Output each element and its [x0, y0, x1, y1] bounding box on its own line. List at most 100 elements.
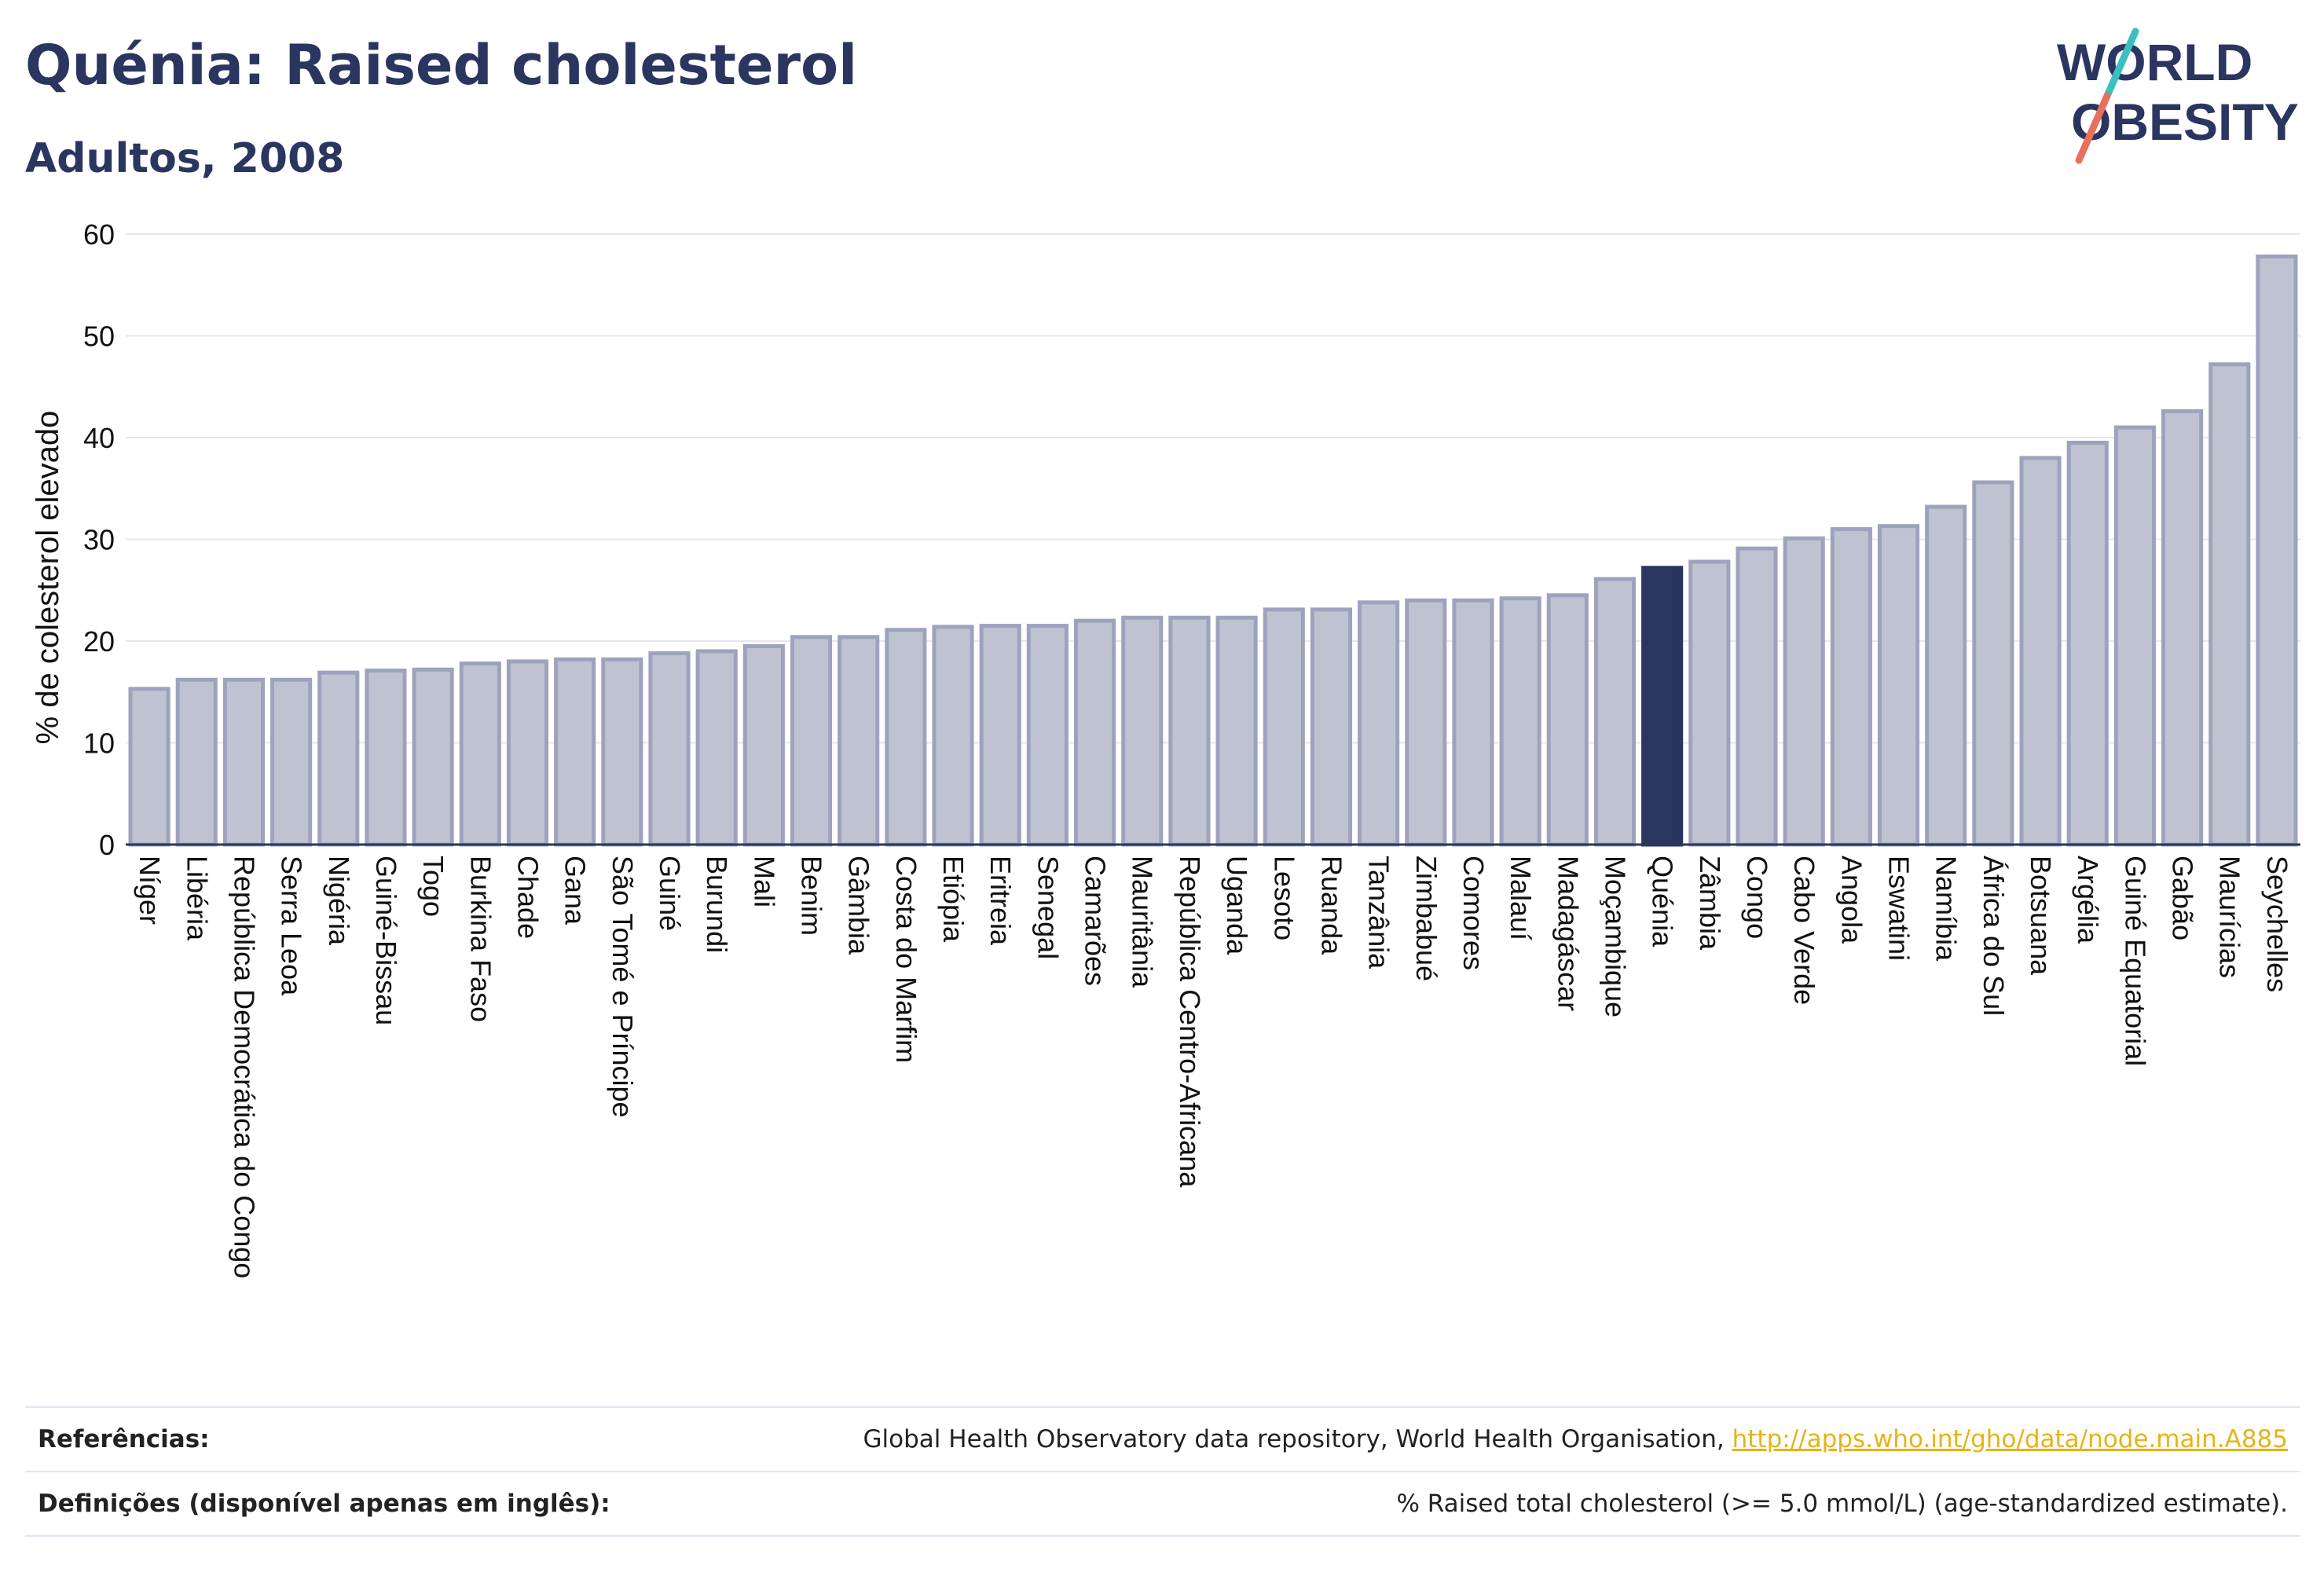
- references-value: Global Health Observatory data repositor…: [863, 1425, 2288, 1453]
- x-tick-label: Maurícias: [2214, 856, 2246, 978]
- bar[interactable]: [1452, 598, 1494, 847]
- x-tick-label: Costa do Marfim: [890, 856, 922, 1063]
- bar[interactable]: [1877, 524, 1920, 847]
- x-tick-label: Camarões: [1080, 856, 1112, 986]
- y-axis-label: % de colesterol elevado: [31, 411, 65, 745]
- x-tick-label: Argélia: [2072, 856, 2104, 944]
- bar[interactable]: [979, 624, 1021, 847]
- page-subtitle: Adultos, 2008: [25, 135, 345, 182]
- bar[interactable]: [838, 635, 880, 847]
- bar[interactable]: [1121, 615, 1164, 847]
- bar[interactable]: [222, 677, 266, 847]
- bar[interactable]: [1168, 615, 1211, 847]
- bar[interactable]: [1593, 577, 1637, 847]
- bar[interactable]: [365, 669, 407, 847]
- bar[interactable]: [1546, 593, 1589, 847]
- bar[interactable]: [1925, 504, 1967, 847]
- bars: [128, 254, 2298, 847]
- x-tick-label: Malauí: [1505, 856, 1537, 940]
- footer: Referências: Global Health Observatory d…: [25, 1406, 2300, 1537]
- x-tick-label: Moçambique: [1599, 856, 1631, 1017]
- bar[interactable]: [1026, 624, 1069, 847]
- bar[interactable]: [1358, 600, 1400, 847]
- x-tick-label: República Centro-Africana: [1174, 856, 1206, 1188]
- x-tick-label: Zâmbia: [1694, 856, 1726, 951]
- y-tick-label: 20: [83, 625, 115, 658]
- bar[interactable]: [2066, 440, 2109, 847]
- x-tick-label: Cabo Verde: [1788, 856, 1820, 1005]
- bar[interactable]: [1405, 598, 1447, 847]
- x-tick-label: Tanzânia: [1363, 856, 1395, 969]
- bar[interactable]: [1073, 618, 1116, 847]
- bar[interactable]: [2019, 456, 2062, 847]
- x-tick-label: Angola: [1835, 856, 1868, 944]
- bar[interactable]: [601, 657, 643, 847]
- x-tick-label: Ruanda: [1315, 856, 1347, 955]
- references-text: Global Health Observatory data repositor…: [863, 1425, 1732, 1453]
- x-tick-label: Guiné-Bissau: [370, 856, 402, 1025]
- bar[interactable]: [2161, 409, 2204, 847]
- x-tick-label: Burundi: [701, 856, 733, 953]
- x-tick-label: Quénia: [1647, 856, 1679, 947]
- bar[interactable]: [554, 657, 596, 847]
- bar[interactable]: [932, 625, 974, 847]
- x-tick-label: Gana: [559, 856, 592, 925]
- x-tick-label: Congo: [1741, 856, 1773, 939]
- world-obesity-logo: WORLD OBESITY: [2057, 27, 2299, 164]
- page-title: Quénia: Raised cholesterol: [25, 33, 858, 97]
- x-tick-label: Nigéria: [323, 856, 355, 946]
- y-tick-label: 40: [83, 422, 115, 454]
- bar[interactable]: [2209, 362, 2251, 847]
- bar[interactable]: [270, 677, 313, 847]
- definitions-row: Definições (disponível apenas em inglês)…: [25, 1471, 2300, 1537]
- bar[interactable]: [1263, 607, 1305, 847]
- x-tick-label: São Tomé e Príncipe: [607, 856, 639, 1118]
- bar[interactable]: [695, 649, 738, 847]
- x-tick-label: Eritreia: [984, 856, 1017, 946]
- bar[interactable]: [1736, 546, 1778, 847]
- x-tick-label: Burkina Faso: [464, 856, 497, 1022]
- bar[interactable]: [128, 687, 170, 847]
- y-tick-label: 30: [83, 524, 115, 556]
- bar[interactable]: [2113, 425, 2156, 847]
- references-label: Referências:: [38, 1425, 210, 1453]
- logo-line2: OBESITY: [2071, 93, 2299, 151]
- bar[interactable]: [1310, 607, 1353, 847]
- bar[interactable]: [1688, 559, 1731, 847]
- bar[interactable]: [885, 628, 927, 847]
- x-tick-label: Chade: [511, 856, 544, 939]
- x-tick-label: África do Sul: [1978, 856, 2010, 1016]
- bar[interactable]: [1783, 536, 1825, 847]
- x-tick-label: Guiné: [654, 856, 686, 931]
- bar[interactable]: [648, 651, 691, 847]
- bar[interactable]: [317, 670, 360, 847]
- x-tick-label: Benim: [796, 856, 828, 936]
- x-tick-label: Lesoto: [1268, 856, 1300, 940]
- x-tick-label: Botsuana: [2025, 856, 2057, 976]
- bar-highlight[interactable]: [1641, 566, 1684, 847]
- x-tick-label: Comores: [1457, 856, 1490, 970]
- x-tick-label: Uganda: [1221, 856, 1253, 955]
- x-tick-label: Zimbabué: [1410, 856, 1442, 981]
- bar[interactable]: [1499, 596, 1541, 847]
- x-tick-label: Etiópia: [937, 856, 970, 943]
- bar[interactable]: [459, 661, 501, 847]
- bar[interactable]: [506, 659, 549, 847]
- logo-slash-top: [2103, 27, 2139, 100]
- x-tick-label: Mali: [748, 856, 780, 907]
- definitions-value: % Raised total cholesterol (>= 5.0 mmol/…: [1396, 1490, 2288, 1518]
- logo-line1: WORLD: [2057, 33, 2253, 91]
- bar[interactable]: [1830, 527, 1872, 847]
- x-tick-labels: Níger Libéria República Democrática do Con…: [134, 856, 2293, 1278]
- bar[interactable]: [175, 677, 218, 847]
- bar[interactable]: [2256, 254, 2298, 847]
- x-tick-label: Namíbia: [1930, 856, 1963, 962]
- bar-chart: 0 10 20 30 40 50 60 Níger Libéria República Demo…: [31, 218, 2300, 1278]
- bar[interactable]: [742, 643, 785, 847]
- definitions-label: Definições (disponível apenas em inglês)…: [38, 1490, 610, 1518]
- bar[interactable]: [412, 667, 454, 847]
- references-link[interactable]: http://apps.who.int/gho/data/node.main.A…: [1732, 1425, 2288, 1453]
- bar[interactable]: [790, 635, 833, 847]
- bar[interactable]: [1215, 615, 1258, 847]
- bar[interactable]: [1972, 480, 2014, 847]
